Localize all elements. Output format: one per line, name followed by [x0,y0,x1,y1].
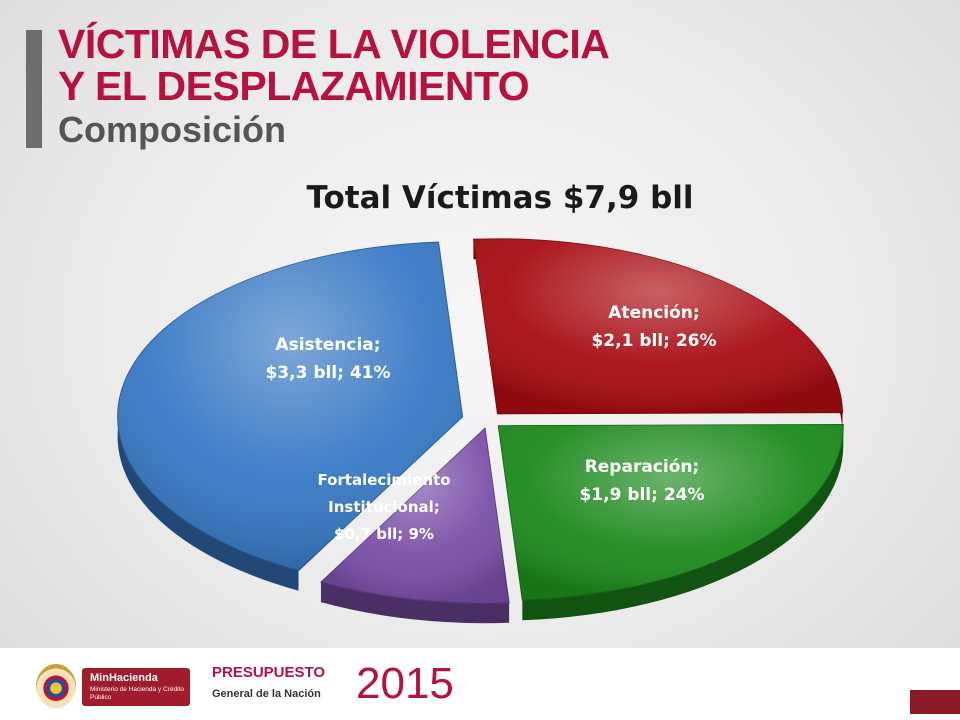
data-label-reparacion: Reparación; $1,9 bll; 24% [579,457,704,505]
pie-slice-side-reparacion [522,424,844,621]
title-accent-bar [26,30,42,148]
pie-slice-gloss-fortalecimiento-institucional [320,428,510,604]
footer-tab [910,690,960,714]
coat-of-arms-icon [36,664,76,708]
pie-slice-gloss-reparacion [498,424,844,601]
data-label-asistencia: Asistencia; $3,3 bll; 41% [265,335,390,383]
pie-slice-side-fortalecimiento-institucional [320,582,510,624]
year-label: 2015 [356,659,454,708]
data-label-line: Reparación; [585,457,700,477]
data-label-fortalecimiento-institucional: Fortalecimiento Institucional; $0,7 bll; 9… [317,471,450,543]
footer: MinHacienda Ministerio de Hacienda y Cré… [0,648,960,720]
data-label-line: Asistencia; [275,335,380,355]
data-label-line: Atención; [608,303,699,323]
page-title-line2: Y EL DESPLAZAMIENTO [58,63,530,109]
data-label-line: Fortalecimiento [317,471,450,489]
pie-slice-gloss-atencion [473,238,843,414]
data-label-line: $1,9 bll; 24% [579,485,704,505]
chart-title: Total Víctimas $7,9 bll [306,180,693,216]
data-label-line: $3,3 bll; 41% [265,363,390,383]
page-subtitle: Composición [58,109,287,150]
pie-chart: Total Víctimas $7,9 bll Atención; $2,1 bl… [117,180,844,624]
general-label: General de la Nación [212,688,321,700]
pie-slice-gloss-asistencia [117,242,463,571]
data-label-atencion: Atención; $2,1 bll; 26% [591,303,716,351]
data-label-line: Institucional; [328,498,440,516]
data-label-line: $2,1 bll; 26% [591,331,716,351]
presupuesto-label: PRESUPUESTO [212,664,326,681]
brand-subtitle: Ministerio de Hacienda y Crédito Público [90,686,184,701]
brand-name: MinHacienda [90,672,158,684]
data-label-line: $0,7 bll; 9% [334,525,434,543]
brand-badge: MinHacienda Ministerio de Hacienda y Cré… [82,668,190,706]
page-title-line1: VÍCTIMAS DE LA VIOLENCIA [58,21,610,67]
minhacienda-logo: MinHacienda Ministerio de Hacienda y Cré… [36,664,190,708]
